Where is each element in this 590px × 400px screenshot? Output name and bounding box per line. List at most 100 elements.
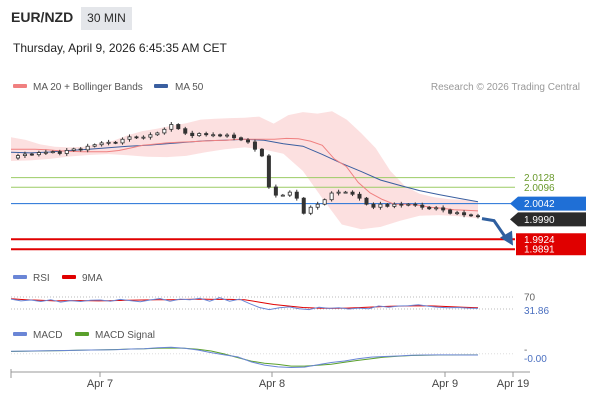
timeframe-button[interactable]: 30 MIN [81, 7, 132, 30]
candle-body [197, 133, 202, 137]
candle-body [148, 134, 153, 138]
candle-body [99, 142, 104, 146]
resistance-label: 2.0096 [524, 183, 555, 194]
datetime-label: Thursday, April 9, 2026 6:45:35 AM CET [13, 41, 227, 55]
support-label: 1.9891 [524, 245, 555, 256]
candle-body [287, 191, 292, 196]
ma50-legend-swatch [154, 84, 168, 88]
candle-body [71, 148, 76, 151]
rsi-legend-swatch [13, 275, 27, 279]
current-price-tag [510, 212, 586, 227]
candle-body [183, 128, 188, 134]
time-tick-label: Apr 8 [259, 378, 285, 390]
candle-body [343, 191, 348, 194]
resistance-label: 2.0128 [524, 173, 555, 184]
candle-body [308, 206, 313, 214]
candle-body [420, 204, 425, 208]
macd-panel: --0.00 [10, 345, 547, 369]
rsi-ma-line [10, 298, 479, 309]
candle-body [218, 134, 223, 137]
ma20-legend-label: MA 20 + Bollinger Bands [33, 82, 143, 93]
time-axis: Apr 7 Apr 8 Apr 9 Apr 19 [10, 369, 530, 390]
candle-body [64, 150, 69, 154]
support-tag [516, 233, 586, 246]
rsi-70-label: 70 [524, 293, 536, 304]
rsi-ma-legend-swatch [62, 275, 76, 279]
candle-body [462, 212, 467, 216]
rsi-ma-legend-label: 9MA [82, 273, 103, 284]
candle-body [266, 155, 271, 188]
macd-signal-line [10, 347, 478, 367]
rsi-legend-label: RSI [33, 273, 50, 284]
macd-signal-legend-label: MACD Signal [95, 330, 155, 341]
candle-body [43, 151, 48, 154]
candle-body [127, 136, 132, 140]
forecast-arrow [481, 217, 513, 246]
candle-body [169, 124, 174, 130]
candle-body [448, 209, 453, 214]
candle-body [364, 197, 369, 205]
candle-body [78, 148, 83, 151]
candle-body [245, 139, 250, 143]
candle-body [455, 212, 460, 215]
current-price-label: 1.9990 [524, 215, 555, 226]
copyright-label: Research © 2026 Trading Central [431, 82, 580, 93]
candle-body [378, 203, 383, 208]
rsi-panel: 70 31.86 [10, 293, 549, 317]
candle-body [36, 152, 41, 156]
candle-body [280, 194, 285, 197]
macd-zero-label: - [524, 345, 527, 356]
candle-body [273, 186, 278, 196]
time-tick-label: Apr 19 [497, 378, 529, 390]
candle-body [252, 141, 257, 150]
candle-body [392, 203, 397, 207]
candle-body [141, 136, 146, 139]
candle-body [385, 203, 390, 207]
macd-legend-swatch [13, 332, 27, 336]
last-price-tag [510, 196, 586, 211]
candle-body [92, 144, 97, 147]
chart-header: EUR/NZD 30 MIN [0, 0, 590, 36]
candle-body [57, 151, 62, 154]
candle-body [413, 203, 418, 206]
macd-legend-label: MACD [33, 330, 62, 341]
candle-body [350, 191, 355, 195]
candle-body [204, 133, 209, 136]
candle-body [225, 134, 230, 137]
support-tag [516, 243, 586, 256]
candle-body [176, 124, 181, 130]
candle-body [441, 207, 446, 211]
candle-body [162, 128, 167, 134]
forecast-arrow-line [481, 217, 507, 238]
last-price-label: 2.0042 [524, 199, 555, 210]
symbol-label: EUR/NZD [11, 9, 74, 25]
rsi-line [10, 297, 479, 311]
candle-body [259, 148, 264, 157]
candle-body [427, 206, 432, 210]
candle-body [329, 192, 334, 201]
candle-body [22, 153, 27, 156]
candle-body [85, 145, 90, 151]
candle-body [475, 215, 480, 218]
candle-body [15, 155, 20, 159]
candle-body [232, 134, 237, 139]
candle-body [120, 138, 125, 144]
candle-body [239, 137, 244, 141]
forecast-arrow-head [500, 230, 513, 246]
support-label: 1.9924 [524, 235, 555, 246]
candle-body [155, 132, 160, 136]
candle-body [134, 136, 139, 139]
candle-body [301, 197, 306, 214]
bollinger-band-area [11, 111, 478, 230]
candle-body [399, 203, 404, 206]
macd-signal-legend-swatch [75, 332, 89, 336]
candle-body [315, 203, 320, 208]
time-tick-label: Apr 7 [87, 378, 113, 390]
candle-body [406, 203, 411, 206]
candle-body [336, 191, 341, 194]
candlesticks [15, 122, 480, 219]
macd-line [10, 346, 478, 369]
candle-body [211, 134, 216, 137]
